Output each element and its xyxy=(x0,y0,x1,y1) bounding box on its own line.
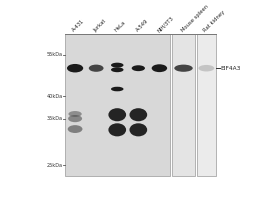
Ellipse shape xyxy=(89,65,103,72)
Ellipse shape xyxy=(132,65,145,71)
Text: 55kDa: 55kDa xyxy=(47,52,63,57)
Text: 25kDa: 25kDa xyxy=(47,163,63,168)
Text: Rat kidney: Rat kidney xyxy=(203,10,226,33)
Ellipse shape xyxy=(68,115,82,122)
Bar xyxy=(65,34,170,176)
Bar xyxy=(197,34,216,176)
Ellipse shape xyxy=(111,87,124,91)
Text: A-431: A-431 xyxy=(72,19,86,33)
Ellipse shape xyxy=(152,64,167,72)
Text: 40kDa: 40kDa xyxy=(47,94,63,99)
Text: A-549: A-549 xyxy=(135,19,149,33)
Ellipse shape xyxy=(67,64,83,72)
Text: HeLa: HeLa xyxy=(114,20,127,33)
Ellipse shape xyxy=(108,123,126,136)
Ellipse shape xyxy=(111,63,124,68)
Ellipse shape xyxy=(130,123,147,136)
Ellipse shape xyxy=(174,65,193,72)
Text: NIH/3T3: NIH/3T3 xyxy=(156,15,174,33)
Ellipse shape xyxy=(108,108,126,121)
Text: 35kDa: 35kDa xyxy=(47,116,63,121)
Ellipse shape xyxy=(198,65,214,72)
Ellipse shape xyxy=(111,67,124,72)
Ellipse shape xyxy=(68,125,82,133)
Ellipse shape xyxy=(130,108,147,121)
Text: Mouse spleen: Mouse spleen xyxy=(180,4,209,33)
Text: EIF4A3: EIF4A3 xyxy=(220,66,241,71)
Text: Jurkat: Jurkat xyxy=(93,19,107,33)
Bar xyxy=(172,34,195,176)
Ellipse shape xyxy=(68,111,82,117)
